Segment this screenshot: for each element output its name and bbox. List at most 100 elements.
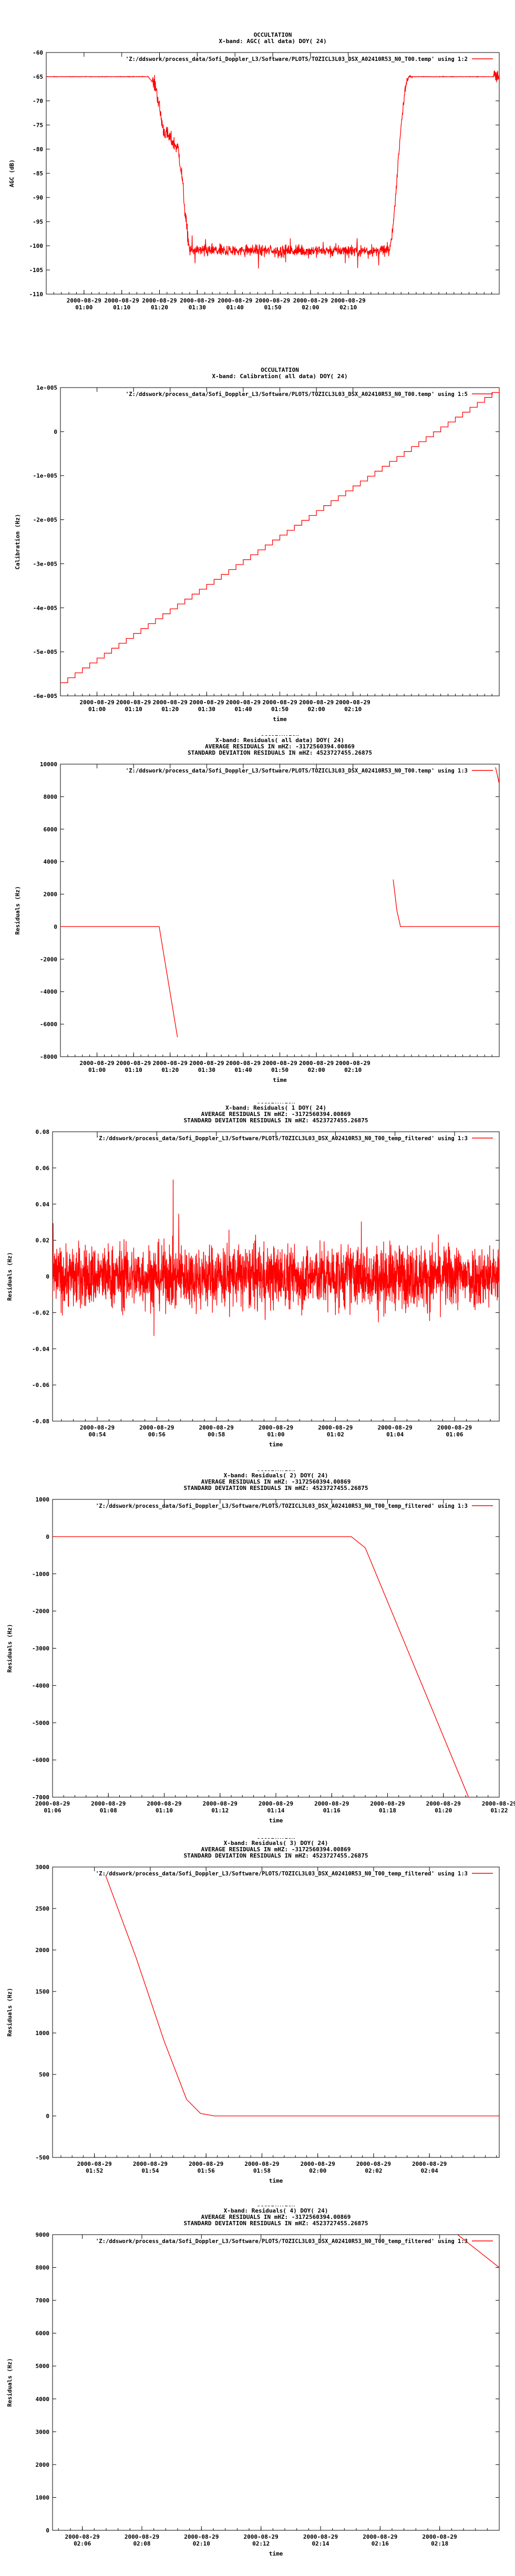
chart-title-line: STANDARD DEVIATION RESIDUALS IN mHZ: 452…: [184, 2220, 368, 2227]
chart-title-line: X-band: Residuals( 1 DOY( 24): [225, 1104, 326, 1111]
chart-panel-1: OCCULTATION X-band: AGC( all data) DOY( 2…: [0, 0, 515, 368]
y-tick-label: 2500: [36, 1905, 50, 1912]
chart-title-line: AVERAGE RESIDUALS IN mHZ: -3172560394.00…: [201, 1478, 351, 1485]
y-tick-label: 0.08: [36, 1129, 50, 1135]
series-line-segment: [495, 767, 499, 784]
y-tick-label: -65: [33, 74, 43, 80]
legend-label: 'Z:/ddswork/process_data/Sofi_Doppler_L3…: [126, 56, 468, 62]
y-tick-label: 10000: [40, 761, 57, 768]
x-tick-label: 2000-08-29 01:40: [226, 699, 261, 713]
series-group: [46, 70, 499, 269]
series-group: [53, 1536, 469, 1797]
chart-title-line: OCCULTATION: [254, 32, 292, 38]
plot-frame: [46, 52, 500, 295]
y-axis-label: Residuals (Hz): [14, 886, 21, 935]
y-tick-label: 0: [46, 1534, 49, 1540]
y-tick-label: -6000: [32, 1757, 49, 1764]
x-tick-label: 2000-08-29 01:14: [259, 1800, 293, 1814]
y-tick-label: 0.06: [36, 1165, 50, 1172]
y-tick-label: -5000: [32, 1719, 49, 1726]
chart-title-line: X-band: Residuals( all data) DOY( 24): [215, 737, 344, 744]
x-tick-label: 2000-08-29 02:12: [244, 2533, 279, 2547]
y-axis-label: Residuals (Hz): [6, 1988, 13, 2037]
series-group: [60, 388, 499, 683]
x-tick-label: 2000-08-29 01:50: [262, 699, 297, 713]
y-axis-label: Residuals (Hz): [6, 1624, 13, 1673]
series-group: [105, 1875, 499, 2116]
plot-frame: [60, 764, 500, 1057]
x-tick-label: 2000-08-29 02:10: [331, 297, 366, 311]
y-tick-label: 500: [39, 2071, 49, 2078]
y-tick-label: -90: [33, 194, 43, 201]
y-tick-label: -110: [29, 291, 44, 298]
x-tick-label: 2000-08-29 02:10: [184, 2533, 219, 2547]
y-tick-label: -0.04: [32, 1346, 49, 1352]
y-tick-label: 1e-005: [36, 384, 57, 391]
y-tick-label: 7000: [36, 2297, 50, 2304]
x-tick-label: 2000-08-29 01:30: [180, 297, 214, 311]
y-tick-label: 0: [54, 429, 57, 435]
y-tick-label: -2000: [32, 1608, 49, 1615]
y-tick-label: 1000: [36, 1496, 50, 1503]
x-tick-label: 2000-08-29 01:10: [116, 699, 151, 713]
chart-title-line: X-band: AGC( all data) DOY( 24): [219, 38, 326, 45]
x-tick-label: 2000-08-29 01:20: [426, 1800, 461, 1814]
x-tick-label: 2000-08-29 01:50: [262, 1060, 297, 1073]
chart-title-line: X-band: Residuals( 4) DOY( 24): [224, 2207, 328, 2214]
y-tick-label: -3000: [32, 1645, 49, 1652]
legend-label: 'Z:/ddswork/process_data/Sofi_Doppler_L3…: [96, 2238, 468, 2245]
y-tick-label: -7000: [32, 1794, 49, 1801]
y-tick-label: 1000: [36, 2494, 50, 2501]
y-tick-label: -6e-005: [33, 693, 57, 700]
x-tick-label: 2000-08-29 01:52: [77, 2161, 112, 2174]
x-tick-label: 2000-08-29 01:10: [147, 1800, 181, 1814]
y-tick-label: 6000: [44, 826, 58, 833]
x-axis-label: time: [269, 2550, 283, 2557]
x-tick-label: 2000-08-29 02:04: [412, 2161, 447, 2174]
x-tick-label: 2000-08-29 02:02: [356, 2161, 391, 2174]
y-tick-label: -4000: [32, 1682, 49, 1689]
y-tick-label: -0.08: [32, 1418, 49, 1425]
chart-title-line: AVERAGE RESIDUALS IN mHZ: -3172560394.00…: [201, 2214, 351, 2220]
y-tick-label: 0: [46, 1274, 49, 1280]
series-line-residuals: [105, 1875, 499, 2116]
chart-title-line: AVERAGE RESIDUALS IN mHZ: -3172560394.00…: [205, 743, 355, 750]
x-tick-label: 2000-08-29 01:30: [189, 1060, 224, 1073]
legend-label: 'Z:/ddswork/process_data/Sofi_Doppler_L3…: [126, 391, 468, 398]
y-tick-label: -2e-005: [33, 517, 57, 524]
y-tick-label: 4000: [36, 2396, 50, 2403]
y-axis-label: Residuals (Hz): [6, 1252, 13, 1301]
x-tick-label: 2000-08-29 01:40: [218, 297, 252, 311]
y-tick-label: -0.06: [32, 1382, 49, 1389]
x-axis-label: time: [273, 1077, 287, 1083]
x-tick-label: 2000-08-29 01:22: [482, 1800, 515, 1814]
plot-frame: [52, 1866, 500, 2158]
chart-title-line: X-band: Calibration( all data) DOY( 24): [212, 373, 347, 380]
legend-label: 'Z:/ddswork/process_data/Sofi_Doppler_L3…: [96, 1135, 468, 1142]
x-axis-label: time: [269, 1817, 283, 1824]
x-tick-label: 2000-08-29 01:00: [79, 699, 114, 713]
x-tick-label: 2000-08-29 01:30: [189, 699, 224, 713]
plot-frame: [52, 2234, 500, 2531]
x-tick-label: 2000-08-29 02:00: [301, 2161, 335, 2174]
y-tick-label: 1500: [36, 1988, 50, 1995]
x-tick-label: 2000-08-29 01:56: [189, 2161, 223, 2174]
x-tick-label: 2000-08-29 01:40: [226, 1060, 261, 1073]
x-tick-label: 2000-08-29 01:58: [244, 2161, 279, 2174]
x-tick-label: 2000-08-29 01:02: [318, 1424, 353, 1438]
y-tick-label: 0.02: [36, 1237, 50, 1244]
series-line-agc: [46, 70, 499, 269]
y-tick-label: 0: [54, 923, 57, 930]
x-tick-label: 2000-08-29 01:20: [142, 297, 177, 311]
y-axis-label: Calibration (Hz): [14, 514, 21, 570]
series-line-residuals: [53, 1536, 469, 1797]
y-tick-label: 2000: [44, 891, 58, 898]
series-group: [53, 1179, 499, 1336]
x-tick-label: 2000-08-29 01:06: [437, 1424, 472, 1438]
y-tick-label: -0.02: [32, 1309, 49, 1316]
